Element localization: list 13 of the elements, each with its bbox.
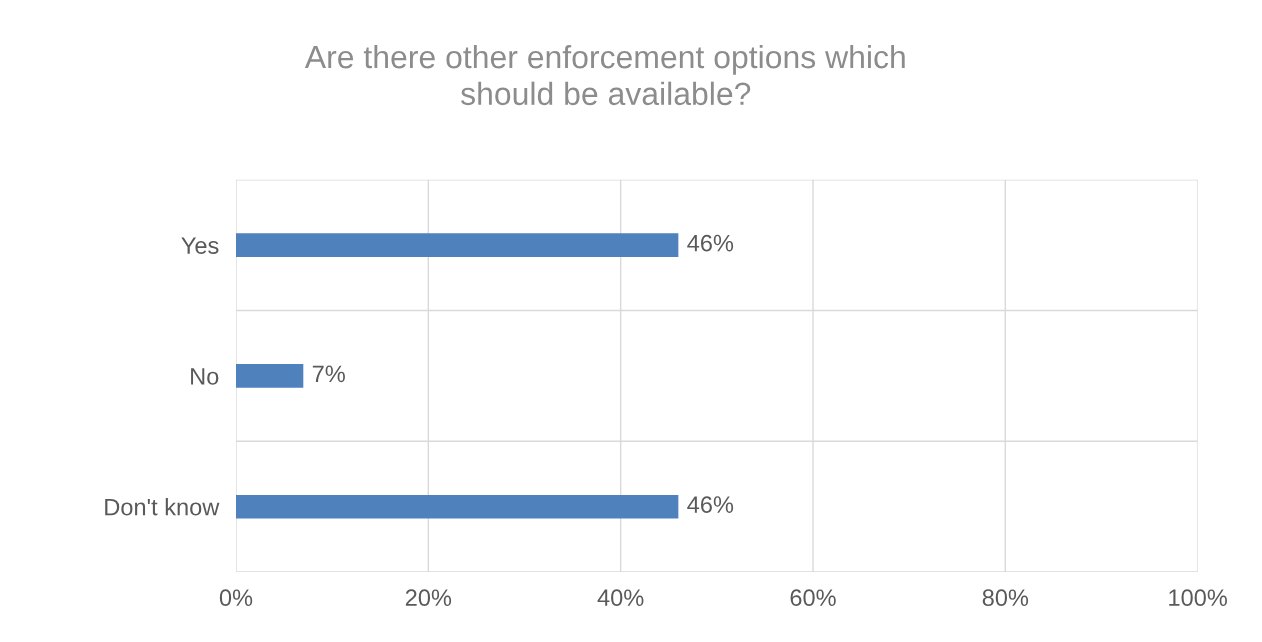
x-tick-label: 100%: [1169, 589, 1227, 607]
x-tick-label: 40%: [597, 589, 644, 607]
x-tick-label: 20%: [405, 589, 452, 607]
x-tick-label: 0%: [219, 589, 253, 607]
y-tick-label: Yes: [181, 237, 219, 254]
y-tick-label: Don't know: [105, 498, 220, 516]
data-label: 46%: [687, 234, 734, 252]
data-label: 7%: [312, 365, 345, 383]
chart-title: Are there other enforcement options which should be available?: [304, 44, 905, 106]
y-tick-label: No: [191, 368, 219, 385]
x-tick-label: 60%: [790, 589, 836, 607]
x-tick-label: 80%: [982, 589, 1029, 607]
data-label: 46%: [687, 496, 734, 513]
